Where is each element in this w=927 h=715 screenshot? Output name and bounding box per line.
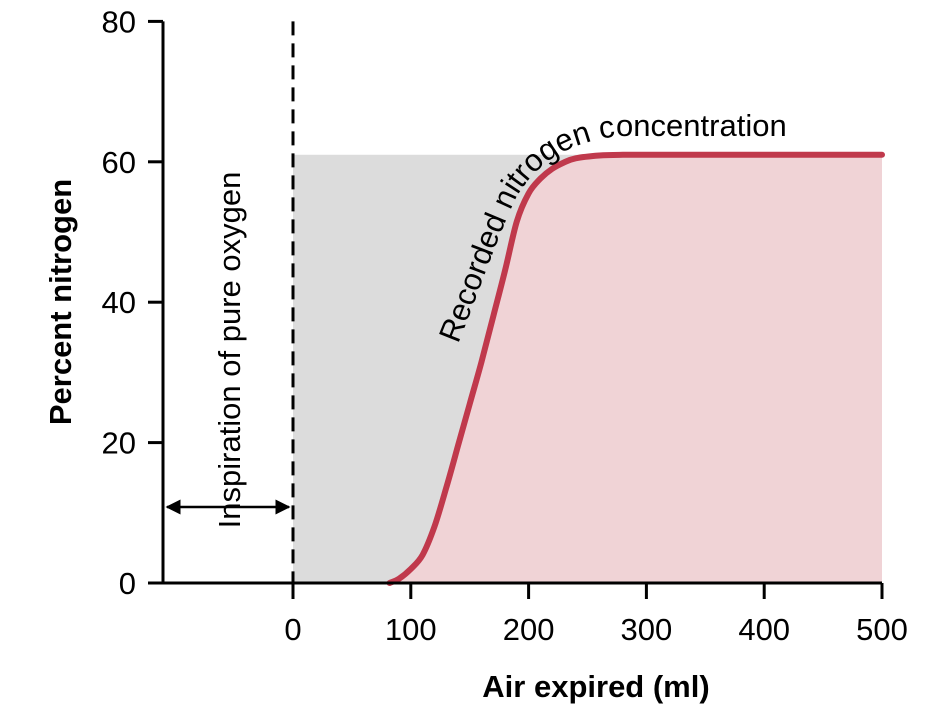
x-tick-label: 100 (385, 612, 437, 647)
y-ticks: 0 20 40 60 80 (102, 4, 163, 601)
x-tick-label: 400 (738, 612, 790, 647)
pink-area-under-curve (389, 154, 882, 583)
inspiration-label: Inspiration of pure oxygen (212, 172, 247, 529)
y-tick-label: 40 (102, 285, 136, 320)
x-ticks: 0 100 200 300 400 500 (284, 583, 908, 647)
x-tick-label: 200 (503, 612, 555, 647)
x-tick-label: 0 (284, 612, 301, 647)
nitrogen-curve-line (386, 151, 885, 586)
y-tick-label: 60 (102, 145, 136, 180)
x-tick-label: 500 (856, 612, 908, 647)
y-tick-label: 80 (102, 4, 136, 39)
y-tick-label: 0 (119, 566, 136, 601)
y-axis-title: Percent nitrogen (43, 179, 78, 425)
y-tick-label: 20 (102, 426, 136, 461)
x-axis-title: Air expired (ml) (482, 669, 709, 704)
x-tick-label: 300 (621, 612, 673, 647)
